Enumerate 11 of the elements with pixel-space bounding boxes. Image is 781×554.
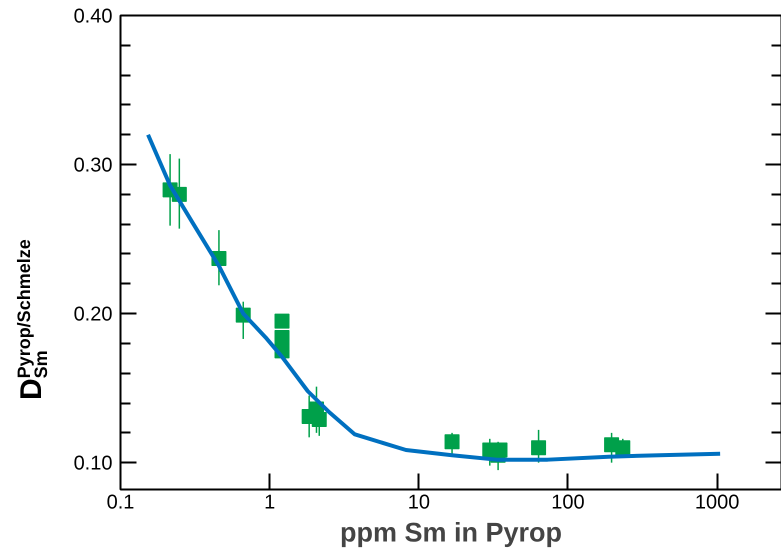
y-tick-label: 0.20: [74, 304, 113, 326]
x-axis-title: ppm Sm in Pyrop: [340, 518, 562, 548]
x-tick-label: 1000: [694, 492, 740, 514]
x-tick-label: 1: [264, 492, 276, 514]
x-tick-label: 100: [551, 492, 585, 514]
x-tick-label: 0.1: [106, 492, 134, 514]
y-tick-label: 0.30: [74, 154, 113, 177]
x-tick-label: 10: [408, 492, 430, 514]
y-axis-title: DPyrop/SchmelzeSm: [14, 239, 51, 400]
y-tick-label: 0.10: [74, 452, 113, 475]
y-tick-label: 0.40: [74, 6, 113, 28]
